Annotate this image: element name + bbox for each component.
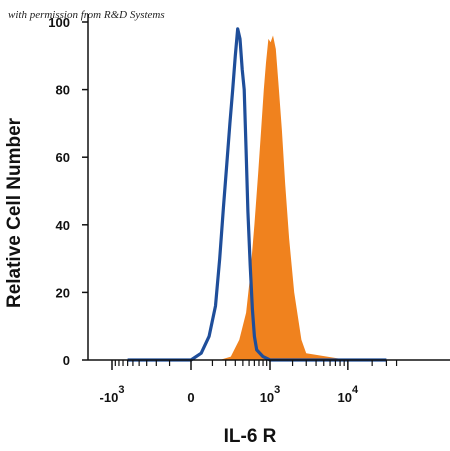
y-tick-label: 20 xyxy=(56,285,70,300)
series-1-outline-histogram xyxy=(127,27,387,362)
x-tick-label: 0 xyxy=(187,390,194,405)
y-axis-title: Relative Cell Number xyxy=(4,117,25,308)
y-tick-label: 40 xyxy=(56,218,70,233)
x-axis-title: IL-6 R xyxy=(224,426,277,447)
plot-area xyxy=(127,27,387,362)
x-axis-ticks: -103 0 103 104 xyxy=(100,360,398,405)
series-2-filled-histogram xyxy=(127,35,387,360)
y-axis-ticks: 0 20 40 60 80 100 xyxy=(48,15,88,368)
x-tick-label: -103 xyxy=(100,384,125,405)
y-tick-label: 100 xyxy=(48,15,70,30)
x-tick-label: 103 xyxy=(260,384,281,405)
y-tick-label: 80 xyxy=(56,83,70,98)
watermark-text: with permission from R&D Systems xyxy=(8,9,165,21)
x-tick-label: 104 xyxy=(338,384,359,405)
y-tick-label: 0 xyxy=(63,353,70,368)
y-tick-label: 60 xyxy=(56,150,70,165)
